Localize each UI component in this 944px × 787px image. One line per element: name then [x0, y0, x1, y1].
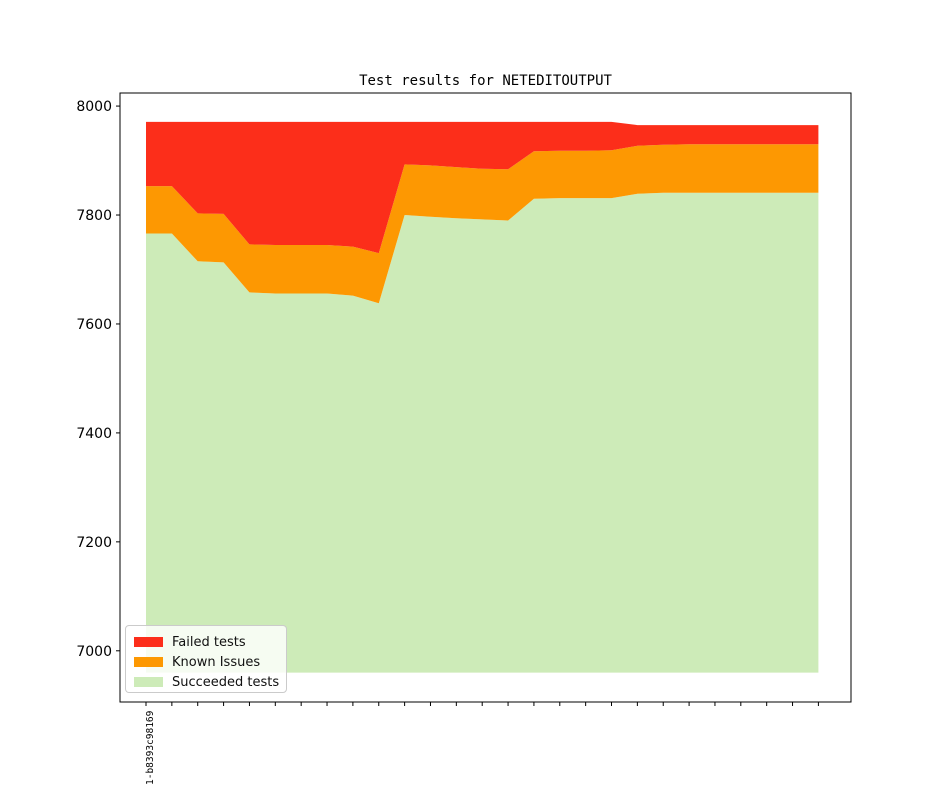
y-tick-label: 8000 [76, 99, 112, 115]
legend-item-known-issues: Known Issues [134, 652, 286, 672]
y-tick-label: 7600 [76, 317, 112, 333]
legend-swatch-failed [134, 637, 163, 647]
y-tick-label: 7800 [76, 208, 112, 224]
legend-label-succeeded: Succeeded tests [172, 674, 280, 690]
legend-label-known-issues: Known Issues [172, 654, 261, 670]
legend-item-succeeded: Succeeded tests [134, 672, 286, 692]
y-tick-label: 7000 [76, 644, 112, 660]
legend-swatch-known-issues [134, 657, 163, 667]
area-band-succeeded [146, 192, 819, 673]
y-tick-label: 7400 [76, 426, 112, 442]
chart-title: Test results for NETEDITOUTPUT [359, 73, 612, 89]
axes-spines [119, 92, 852, 703]
y-tick-label: 7200 [76, 535, 112, 551]
area-band-known-issues [146, 144, 819, 304]
legend-label-failed: Failed tests [172, 634, 246, 650]
legend: Failed tests Known Issues Succeeded test… [125, 625, 287, 693]
legend-item-failed: Failed tests [134, 632, 286, 652]
x-tick-label: 1-b8393c98169 [145, 710, 156, 785]
area-band-failed [146, 121, 819, 254]
legend-swatch-succeeded [134, 677, 163, 687]
